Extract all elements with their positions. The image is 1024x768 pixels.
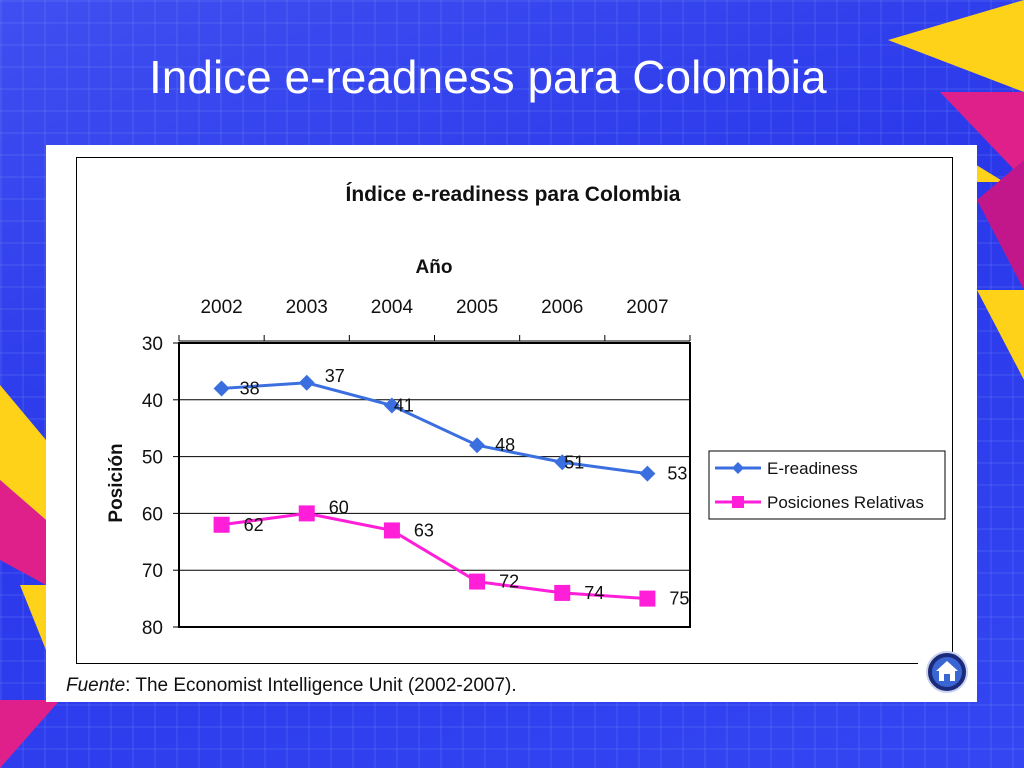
series-line <box>221 381 648 476</box>
x-tick-label: 2002 <box>200 297 242 318</box>
data-point <box>383 522 400 539</box>
legend-marker <box>732 462 744 474</box>
data-label: 72 <box>499 572 519 592</box>
data-point <box>554 454 571 471</box>
data-label: 60 <box>329 497 349 517</box>
data-label: 51 <box>564 452 584 472</box>
data-point <box>213 380 230 397</box>
y-tick-label: 50 <box>142 448 163 469</box>
data-label: 53 <box>667 464 687 484</box>
chart-panel <box>46 145 977 702</box>
data-point <box>213 516 230 533</box>
data-label: 75 <box>669 589 689 609</box>
data-point <box>639 465 656 482</box>
source-text: : The Economist Intelligence Unit (2002-… <box>125 675 517 696</box>
panel-border <box>76 157 952 158</box>
x-tick-label: 2003 <box>286 297 328 318</box>
data-label: 38 <box>240 378 260 398</box>
x-tick-label: 2004 <box>371 297 414 318</box>
data-point <box>469 437 486 454</box>
legend-entry: E-readiness <box>767 459 858 478</box>
data-point <box>298 374 315 391</box>
home-icon <box>926 651 968 693</box>
home-button[interactable] <box>926 651 968 693</box>
data-label: 63 <box>414 520 434 540</box>
slide-title: Indice e-readness para Colombia <box>149 51 827 103</box>
data-point <box>639 590 656 607</box>
data-label: 74 <box>584 583 604 603</box>
legend-marker <box>732 496 744 508</box>
panel-border <box>76 663 918 664</box>
series-line <box>221 511 648 601</box>
panel-border <box>76 157 77 663</box>
x-tick-label: 2006 <box>541 297 583 318</box>
y-axis-label: Posición <box>106 443 127 522</box>
y-tick-label: 40 <box>142 391 163 412</box>
panel-border <box>952 157 953 660</box>
data-label: 41 <box>394 395 414 415</box>
y-tick-label: 70 <box>142 561 163 582</box>
x-tick-label: 2007 <box>626 297 668 318</box>
data-label: 37 <box>325 366 345 386</box>
y-tick-label: 80 <box>142 618 163 639</box>
x-tick-label: 2005 <box>456 297 498 318</box>
legend <box>708 450 946 520</box>
chart-title: Índice e-readiness para Colombia <box>346 183 681 206</box>
source-label: Fuente <box>66 675 126 696</box>
data-point <box>554 584 571 601</box>
data-point <box>469 573 486 590</box>
plot-area-frame <box>178 342 691 628</box>
data-label: 62 <box>244 515 264 535</box>
y-tick-label: 60 <box>142 504 163 525</box>
source-note: Fuente: The Economist Intelligence Unit … <box>66 675 517 697</box>
data-label: 48 <box>495 435 515 455</box>
y-tick-label: 30 <box>142 334 163 355</box>
x-axis-label: Año <box>416 257 453 278</box>
data-point <box>298 505 315 522</box>
data-point <box>383 397 400 414</box>
legend-entry: Posiciones Relativas <box>767 493 924 512</box>
